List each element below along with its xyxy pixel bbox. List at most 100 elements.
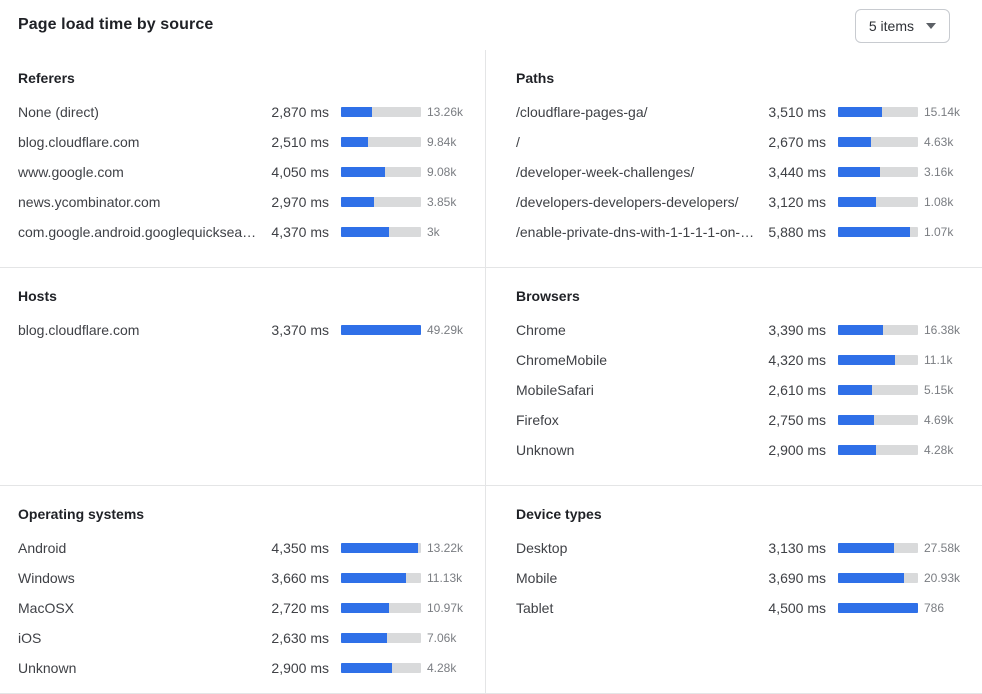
table-row[interactable]: blog.cloudflare.com 2,510 ms 9.84k [18,127,471,157]
row-bar-fill [341,663,393,673]
row-load-time: 3,440 ms [768,164,826,180]
table-row[interactable]: iOS 2,630 ms 7.06k [18,623,471,653]
row-load-time: 2,970 ms [271,194,329,210]
table-row[interactable]: Chrome 3,390 ms 16.38k [516,315,968,345]
row-label: /cloudflare-pages-ga/ [516,104,648,120]
row-bar-fill [838,227,910,237]
table-row[interactable]: www.google.com 4,050 ms 9.08k [18,157,471,187]
row-bar-fill [341,633,388,643]
row-label: Tablet [516,600,554,616]
row-count: 4.69k [924,413,954,427]
row-load-time: 4,320 ms [768,352,826,368]
row-bar-track [838,107,918,117]
row-count: 20.93k [924,571,961,585]
row-load-time: 4,370 ms [271,224,329,240]
row-count: 11.13k [427,571,463,585]
row-bar-fill [341,167,385,177]
table-row[interactable]: Mobile 3,690 ms 20.93k [516,563,968,593]
row-bar-track [341,573,421,583]
row-count: 13.22k [427,541,464,555]
table-row[interactable]: Desktop 3,130 ms 27.58k [516,533,968,563]
row-bar-track [838,415,918,425]
table-row[interactable]: MacOSX 2,720 ms 10.97k [18,593,471,623]
row-bar-fill [838,415,874,425]
row-count: 9.84k [427,135,457,149]
row-load-time: 2,510 ms [271,134,329,150]
row-bar-fill [838,325,883,335]
row-count: 3.85k [427,195,457,209]
row-label: news.ycombinator.com [18,194,161,210]
table-row[interactable]: MobileSafari 2,610 ms 5.15k [516,375,968,405]
row-count: 13.26k [427,105,464,119]
row-load-time: 2,750 ms [768,412,826,428]
row-bar-fill [838,137,871,147]
table-row[interactable]: Unknown 2,900 ms 4.28k [18,653,471,683]
table-row[interactable]: /cloudflare-pages-ga/3,510 ms 15.14k [516,97,968,127]
panel-referers: Referers None (direct) 2,870 ms 13.26k blog.… [0,50,486,267]
card-header: Page load time by source 5 items [0,0,982,50]
row-label: Chrome [516,322,566,338]
row-count: 1.07k [924,225,954,239]
panel-title: Browsers [516,288,580,304]
table-row[interactable]: Unknown 2,900 ms 4.28k [516,435,968,465]
panel-hosts: Hosts blog.cloudflare.com 3,370 ms 49.29k [0,267,486,485]
row-load-time: 4,350 ms [271,540,329,556]
row-bar-track [838,167,918,177]
items-count-dropdown[interactable]: 5 items [854,9,950,43]
row-count: 16.38k [924,323,961,337]
row-bar-track [341,137,421,147]
table-row[interactable]: / 2,670 ms 4.63k [516,127,968,157]
row-bar-fill [838,573,904,583]
row-label: Unknown [18,660,77,676]
row-count: 7.06k [427,631,457,645]
table-row[interactable]: blog.cloudflare.com 3,370 ms 49.29k [18,315,471,345]
table-row[interactable]: Tablet 4,500 ms 786 [516,593,968,623]
row-label: com.google.android.googlequicksearchbox [18,224,259,240]
row-bar-fill [341,107,373,117]
row-label: Firefox [516,412,559,428]
row-bar-track [838,543,918,553]
row-label: www.google.com [18,164,124,180]
table-row[interactable]: news.ycombinator.com 2,970 ms 3.85k [18,187,471,217]
table-row[interactable]: com.google.android.googlequicksearchbox 4… [18,217,471,247]
row-load-time: 5,880 ms [768,224,826,240]
row-label: ChromeMobile [516,352,608,368]
row-bar-track [838,325,918,335]
row-load-time: 4,500 ms [768,600,826,616]
table-row[interactable]: /enable-private-dns-with-1-1-1-1-on-andr… [516,217,968,247]
row-bar-track [341,107,421,117]
row-load-time: 2,630 ms [271,630,329,646]
row-label: Mobile [516,570,558,586]
row-label: Windows [18,570,75,586]
row-bar-fill [838,543,894,553]
table-row[interactable]: Android 4,350 ms 13.22k [18,533,471,563]
row-bar-fill [341,197,374,207]
row-bar-fill [838,107,882,117]
row-bar-track [341,197,421,207]
row-bar-fill [341,603,389,613]
row-count: 10.97k [427,601,464,615]
row-bar-track [838,385,918,395]
row-bar-fill [838,167,881,177]
row-bar-track [838,227,918,237]
row-bar-track [838,355,918,365]
row-label: blog.cloudflare.com [18,322,140,338]
row-count: 49.29k [427,323,464,337]
row-label: /developers-developers-developers/ [516,194,739,210]
table-row[interactable]: Firefox 2,750 ms 4.69k [516,405,968,435]
row-bar-track [838,137,918,147]
row-bar-fill [341,137,369,147]
panel-title: Paths [516,70,555,86]
table-row[interactable]: None (direct) 2,870 ms 13.26k [18,97,471,127]
row-label: /developer-week-challenges/ [516,164,695,180]
table-row[interactable]: /developers-developers-developers/3,120 … [516,187,968,217]
row-label: None (direct) [18,104,99,120]
table-row[interactable]: Windows 3,660 ms 11.13k [18,563,471,593]
row-load-time: 3,660 ms [271,570,329,586]
table-row[interactable]: ChromeMobile 4,320 ms 11.1k [516,345,968,375]
table-row[interactable]: /developer-week-challenges/3,440 ms 3.16k [516,157,968,187]
row-bar-fill [341,573,406,583]
row-bar-fill [341,325,421,335]
row-bar-track [341,325,421,335]
row-label: /enable-private-dns-with-1-1-1-1-on-andr… [516,224,756,240]
